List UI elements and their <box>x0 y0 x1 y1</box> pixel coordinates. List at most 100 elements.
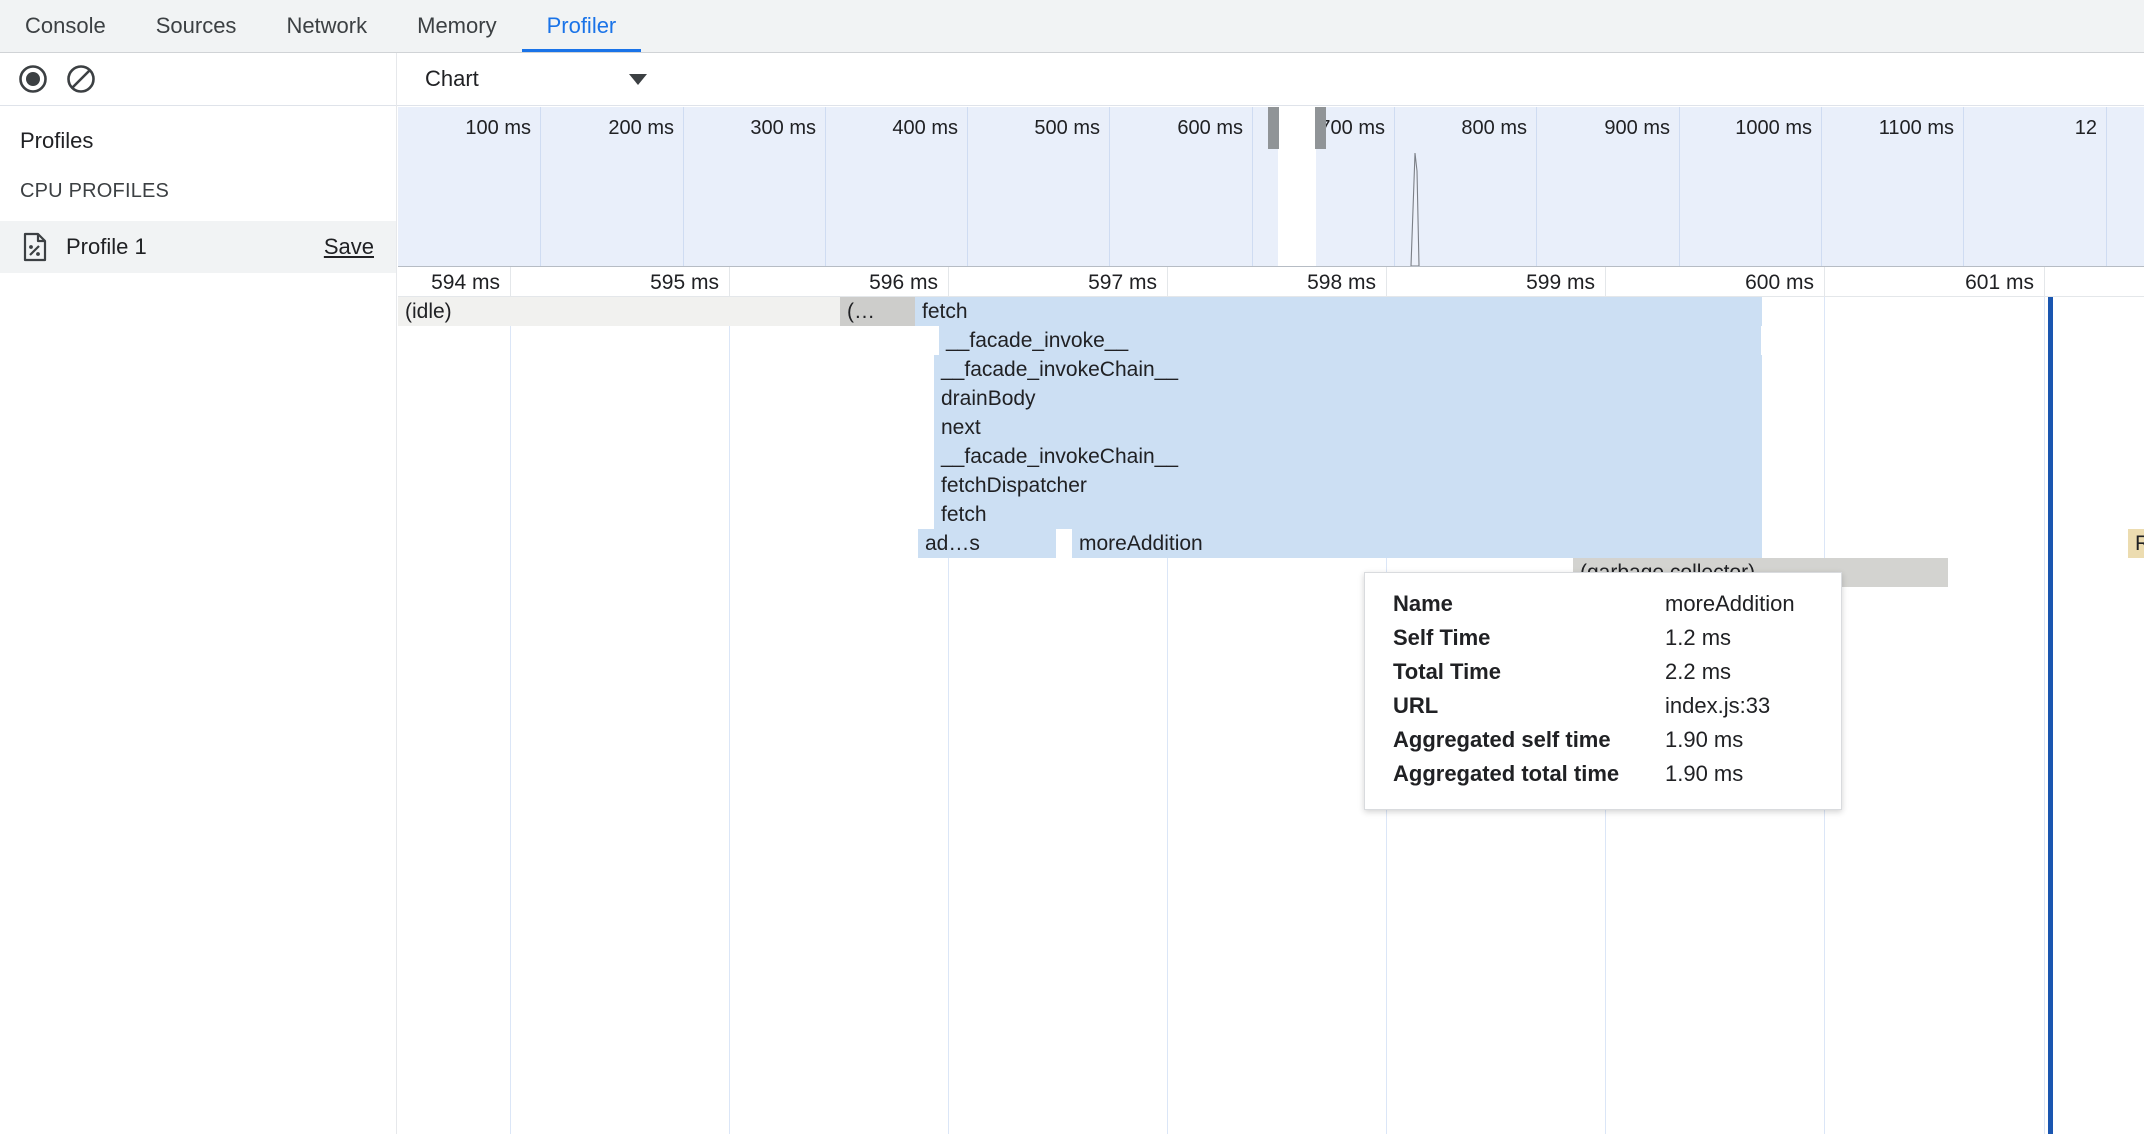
overview-gridline <box>1821 107 1822 266</box>
overview-gridline <box>967 107 968 266</box>
flame-bar[interactable]: drainBody <box>934 384 1762 413</box>
overview-resize-handle-right[interactable] <box>1315 107 1326 149</box>
overview-gridline <box>1252 107 1253 266</box>
timeline-ruler: 594 ms 595 ms 596 ms 597 ms 598 ms 599 ms 600 … <box>398 266 2144 297</box>
overview-tick-label: 600 ms <box>1177 117 1243 139</box>
ruler-tick-label: 595 ms <box>650 271 719 294</box>
flame-bar[interactable]: fetch <box>915 297 1762 326</box>
tooltip-value: 1.2 ms <box>1665 625 1732 650</box>
flame-gridline <box>948 297 949 1134</box>
overview-gridline <box>683 107 684 266</box>
save-profile-link[interactable]: Save <box>323 234 374 259</box>
tab-label: Sources <box>155 13 237 38</box>
tooltip-key: Self Time <box>1393 625 1491 650</box>
tab-memory[interactable]: Memory <box>392 0 521 52</box>
ruler-gridline <box>2044 267 2045 296</box>
tab-label: Network <box>286 13 368 38</box>
flame-bar[interactable]: ad…s <box>918 529 1056 558</box>
ruler-gridline <box>1386 267 1387 296</box>
overview-gridline <box>1679 107 1680 266</box>
overview-gridline <box>2106 107 2107 266</box>
overview-tick-label: 900 ms <box>1604 117 1670 139</box>
overview-gridline <box>1536 107 1537 266</box>
overview-tick-label: 800 ms <box>1461 117 1527 139</box>
tooltip-key: URL <box>1393 693 1439 718</box>
timeline-cursor-line[interactable] <box>2048 297 2053 1134</box>
tab-console[interactable]: Console <box>0 0 131 52</box>
flame-bar[interactable]: Re…e <box>2128 529 2144 558</box>
chevron-down-icon <box>629 73 647 85</box>
flame-gridline <box>510 297 511 1134</box>
ruler-gridline <box>1167 267 1168 296</box>
overview-resize-handle-left[interactable] <box>1268 107 1279 149</box>
ruler-tick-label: 601 ms <box>1965 271 2034 294</box>
overview-tick-label: 12 <box>2074 117 2097 139</box>
flame-bar[interactable]: fetch <box>934 500 1762 529</box>
overview-gridline <box>1394 107 1395 266</box>
tooltip-value: 2.2 ms <box>1665 659 1732 684</box>
ruler-tick-label: 594 ms <box>431 271 500 294</box>
tab-network[interactable]: Network <box>261 0 392 52</box>
flame-bar[interactable]: (idle) <box>398 297 840 326</box>
frame-tooltip: Name moreAddition Self Time 1.2 ms Total Tim… <box>1364 572 1842 810</box>
ruler-gridline <box>1824 267 1825 296</box>
flame-gridline <box>729 297 730 1134</box>
ruler-gridline <box>510 267 511 296</box>
overview-gridline <box>540 107 541 266</box>
overview-tick-label: 1100 ms <box>1878 117 1954 139</box>
tab-label: Profiler <box>546 13 617 38</box>
tooltip-key: Total Time <box>1393 659 1501 684</box>
flame-bar[interactable]: next <box>934 413 1762 442</box>
ruler-tick-label: 596 ms <box>869 271 938 294</box>
ruler-gridline <box>729 267 730 296</box>
tooltip-key: Aggregated self time <box>1393 727 1611 752</box>
ruler-gridline <box>948 267 949 296</box>
devtools-tab-bar: Console Sources Network Memory Profiler <box>0 0 2144 53</box>
flame-gridline <box>1167 297 1168 1134</box>
flame-chart[interactable]: (idle) (… fetch __facade_invoke__ __facade_i… <box>398 297 2144 1134</box>
profiles-sidebar: Profiles CPU PROFILES Profile 1 Save <box>0 106 397 1134</box>
tooltip-value: 1.90 ms <box>1665 761 1744 786</box>
profile-overview-minimap[interactable]: 100 ms 200 ms 300 ms 400 ms 500 ms 600 ms 700 … <box>398 107 2144 266</box>
sidebar-heading: Profiles <box>20 128 94 153</box>
ruler-tick-label: 600 ms <box>1745 271 1814 294</box>
overview-tick-label: 300 ms <box>750 117 816 139</box>
sidebar-group-label: CPU PROFILES <box>20 180 170 202</box>
ruler-tick-label: 599 ms <box>1526 271 1595 294</box>
overview-gridline <box>1963 107 1964 266</box>
flame-bar[interactable]: __facade_invoke__ <box>939 326 1761 355</box>
ruler-tick-label: 597 ms <box>1088 271 1157 294</box>
tab-label: Console <box>25 13 106 38</box>
overview-tick-label: 100 ms <box>465 117 531 139</box>
tooltip-value: index.js:33 <box>1665 693 1771 718</box>
tab-sources[interactable]: Sources <box>131 0 262 52</box>
overview-tick-label: 500 ms <box>1034 117 1100 139</box>
overview-tick-label: 200 ms <box>608 117 674 139</box>
overview-gridline <box>825 107 826 266</box>
sidebar-item-profile-1[interactable]: Profile 1 Save <box>0 221 396 273</box>
tooltip-value: 1.90 ms <box>1665 727 1744 752</box>
view-mode-select[interactable]: Chart <box>411 53 661 106</box>
record-icon[interactable] <box>16 62 50 96</box>
flame-bar[interactable]: (… <box>840 297 915 326</box>
flame-gridline <box>2044 297 2045 1134</box>
tooltip-value: moreAddition <box>1665 591 1795 616</box>
ruler-tick-label: 598 ms <box>1307 271 1376 294</box>
profiler-toolbar: Chart <box>0 52 2144 106</box>
overview-selection-window[interactable] <box>1278 107 1316 266</box>
view-mode-label: Chart <box>425 66 479 91</box>
toolbar-left-group <box>0 52 397 106</box>
flame-bar[interactable]: moreAddition <box>1072 529 1762 558</box>
clear-icon[interactable] <box>64 62 98 96</box>
overview-gridline <box>1109 107 1110 266</box>
flame-bar[interactable]: __facade_invokeChain__ <box>934 355 1762 384</box>
tab-profiler[interactable]: Profiler <box>521 0 642 52</box>
profile-document-icon <box>20 232 50 262</box>
flame-bar[interactable]: __facade_invokeChain__ <box>934 442 1762 471</box>
profile-name: Profile 1 <box>66 234 147 259</box>
overview-tick-label: 700 ms <box>1319 117 1385 139</box>
tooltip-key: Aggregated total time <box>1393 761 1620 786</box>
tooltip-key: Name <box>1393 591 1453 616</box>
tab-label: Memory <box>417 13 497 38</box>
flame-bar[interactable]: fetchDispatcher <box>934 471 1762 500</box>
